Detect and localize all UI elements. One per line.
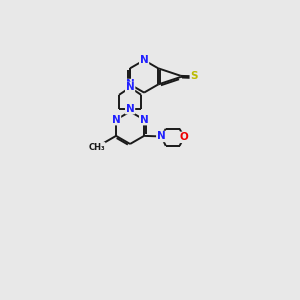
Text: O: O <box>180 132 188 142</box>
Text: N: N <box>157 131 166 142</box>
Text: S: S <box>190 71 198 81</box>
Text: N: N <box>140 115 148 125</box>
Text: N: N <box>126 82 134 92</box>
Text: CH₃: CH₃ <box>88 142 105 152</box>
Text: N: N <box>126 103 134 114</box>
Text: N: N <box>126 80 134 89</box>
Text: N: N <box>140 55 148 65</box>
Text: N: N <box>112 115 120 125</box>
